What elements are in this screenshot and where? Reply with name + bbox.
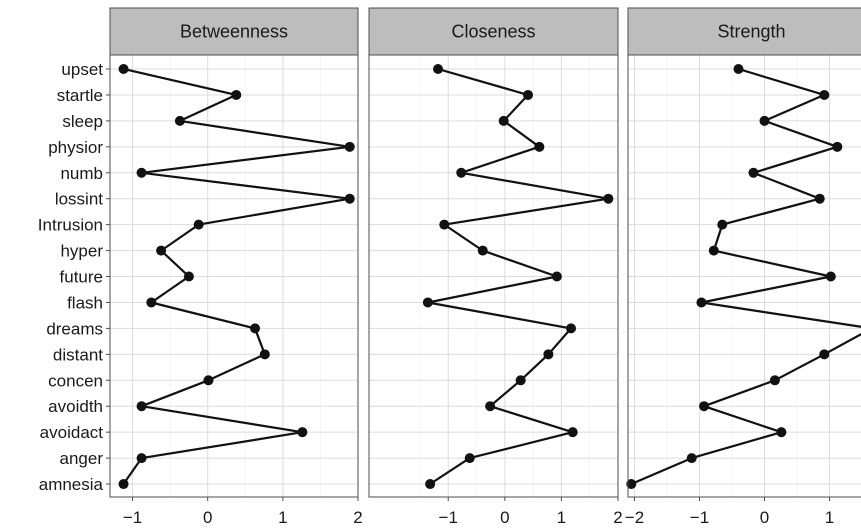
y-tick-label-avoidth: avoidth bbox=[48, 397, 103, 416]
data-point-startle bbox=[523, 89, 534, 100]
x-tick-label: 1 bbox=[825, 508, 834, 527]
data-point-avoidact bbox=[297, 427, 308, 438]
data-point-sleep bbox=[759, 115, 770, 126]
facet-strip bbox=[368, 7, 619, 56]
data-point-numb bbox=[456, 167, 467, 178]
y-tick-label-concen: concen bbox=[48, 371, 103, 390]
data-point-concen bbox=[515, 375, 526, 386]
facet-title: Closeness bbox=[451, 22, 535, 42]
data-point-startle bbox=[819, 89, 830, 100]
x-tick-label: 1 bbox=[557, 508, 566, 527]
data-point-avoidth bbox=[699, 401, 710, 412]
data-point-flash bbox=[146, 297, 157, 308]
data-point-amnesia bbox=[425, 479, 436, 490]
y-tick-label-physior: physior bbox=[48, 138, 103, 157]
data-point-future bbox=[551, 271, 562, 282]
y-tick-label-anger: anger bbox=[60, 449, 104, 468]
data-point-anger bbox=[136, 453, 147, 464]
y-tick-label-avoidact: avoidact bbox=[40, 423, 104, 442]
data-point-numb bbox=[748, 167, 759, 178]
panel-border bbox=[368, 54, 619, 498]
data-point-dreams bbox=[566, 323, 577, 334]
y-tick-label-dreams: dreams bbox=[46, 319, 103, 338]
panel-border bbox=[627, 54, 861, 498]
data-point-amnesia bbox=[118, 479, 129, 490]
data-point-anger bbox=[686, 453, 697, 464]
y-tick-label-amnesia: amnesia bbox=[39, 475, 104, 494]
x-tick-label: −2 bbox=[625, 508, 644, 527]
data-point-distant bbox=[819, 349, 830, 360]
data-point-hyper bbox=[156, 245, 167, 256]
data-point-distant bbox=[543, 349, 554, 360]
facet-title: Betweenness bbox=[180, 22, 288, 42]
y-tick-label-future: future bbox=[60, 268, 103, 287]
data-point-physior bbox=[832, 141, 843, 152]
x-tick-label: 1 bbox=[278, 508, 287, 527]
data-point-anger bbox=[464, 453, 475, 464]
panel-border bbox=[109, 54, 359, 498]
data-point-lossint bbox=[344, 193, 355, 204]
data-point-distant bbox=[259, 349, 270, 360]
y-tick-label-startle: startle bbox=[57, 86, 103, 105]
y-tick-label-hyper: hyper bbox=[60, 242, 103, 261]
data-point-avoidact bbox=[567, 427, 578, 438]
facet-strip bbox=[627, 7, 861, 56]
y-tick-label-numb: numb bbox=[60, 164, 103, 183]
x-tick-label: −1 bbox=[690, 508, 709, 527]
data-point-future bbox=[183, 271, 194, 282]
data-point-amnesia bbox=[626, 479, 637, 490]
data-point-avoidact bbox=[776, 427, 787, 438]
x-tick-label: 0 bbox=[203, 508, 212, 527]
x-tick-label: 0 bbox=[500, 508, 509, 527]
data-point-numb bbox=[136, 167, 147, 178]
data-point-upset bbox=[118, 64, 129, 74]
x-tick-label: −1 bbox=[123, 508, 142, 527]
data-point-upset bbox=[733, 64, 744, 74]
data-point-lossint bbox=[814, 193, 825, 204]
data-point-sleep bbox=[174, 115, 185, 126]
data-point-future bbox=[825, 271, 836, 282]
data-point-avoidth bbox=[136, 401, 147, 412]
data-point-physior bbox=[534, 141, 545, 152]
panel-strength: Strength −2 −1 0 1 bbox=[625, 7, 861, 527]
data-point-hyper bbox=[708, 245, 719, 256]
data-point-flash bbox=[422, 297, 433, 308]
data-point-startle bbox=[231, 89, 242, 100]
data-point-sleep bbox=[498, 115, 509, 126]
data-point-concen bbox=[769, 375, 780, 386]
data-point-hyper bbox=[477, 245, 488, 256]
facet-strip bbox=[109, 7, 359, 56]
panel-closeness: Closeness −1 0 1 2 bbox=[368, 7, 623, 527]
x-tick-label: 2 bbox=[353, 508, 362, 527]
y-tick-label-intrusion: Intrusion bbox=[38, 216, 103, 235]
y-tick-label-flash: flash bbox=[67, 293, 103, 312]
y-tick-label-lossint: lossint bbox=[55, 190, 103, 209]
data-point-intrusion bbox=[717, 219, 728, 230]
x-tick-label: 2 bbox=[613, 508, 622, 527]
data-point-flash bbox=[696, 297, 707, 308]
panel-betweenness: Betweenness −1 0 1 2 bbox=[109, 7, 363, 527]
data-point-lossint bbox=[603, 193, 614, 204]
data-point-dreams bbox=[250, 323, 261, 334]
data-point-intrusion bbox=[193, 219, 204, 230]
y-tick-label-upset: upset bbox=[61, 60, 103, 79]
data-point-concen bbox=[203, 375, 214, 386]
data-point-avoidth bbox=[485, 401, 496, 412]
facet-title: Strength bbox=[717, 22, 785, 42]
data-point-intrusion bbox=[439, 219, 450, 230]
x-tick-label: 0 bbox=[760, 508, 769, 527]
data-point-upset bbox=[433, 64, 444, 74]
x-tick-label: −1 bbox=[439, 508, 458, 527]
data-point-physior bbox=[344, 141, 355, 152]
y-tick-label-distant: distant bbox=[53, 345, 103, 364]
y-tick-label-sleep: sleep bbox=[62, 112, 103, 131]
